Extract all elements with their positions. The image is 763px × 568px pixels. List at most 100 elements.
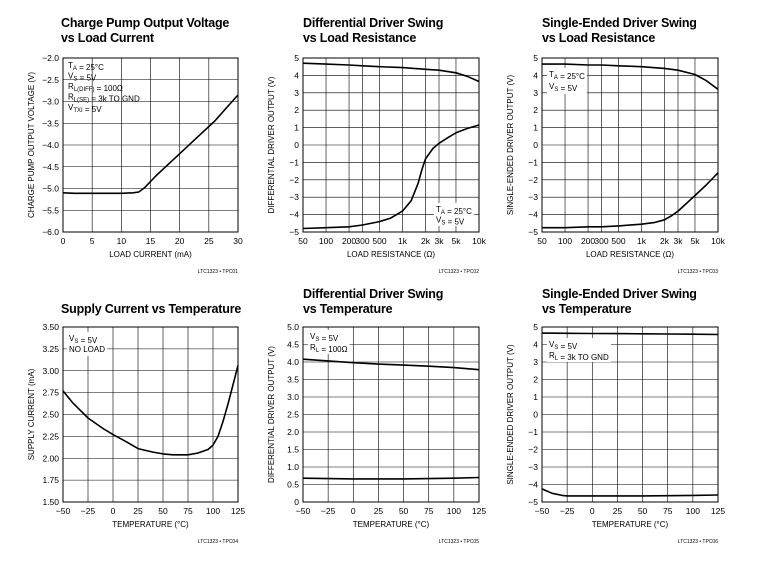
y-tick-label: 4.0 bbox=[287, 357, 299, 367]
annotation-background bbox=[434, 203, 475, 226]
annotation-subscript: A bbox=[441, 210, 445, 216]
y-tick-label: −4 bbox=[528, 210, 538, 220]
annotation-subscript: L bbox=[316, 348, 320, 354]
series-line-2 bbox=[542, 172, 719, 229]
chart-title-line-2: vs Temperature bbox=[303, 302, 393, 316]
x-tick-label: 50 bbox=[638, 506, 648, 516]
x-tick-label: 50 bbox=[158, 506, 168, 516]
series-line-1 bbox=[302, 358, 480, 371]
x-tick-label: 5k bbox=[451, 236, 461, 246]
y-tick-label: −5.5 bbox=[42, 205, 59, 215]
chart-1: 0 5 10 15 20 25 30 −2.0 −2.5 −3.0 −3.5 −4.0 −4.5 −5.0… bbox=[27, 53, 243, 275]
y-tick-label: −2 bbox=[289, 175, 299, 185]
y-tick-label: 1 bbox=[533, 123, 538, 133]
annotation-block: TA = 25°CVS = 5V bbox=[547, 68, 588, 94]
x-tick-label: 125 bbox=[472, 506, 486, 516]
series-line-2 bbox=[302, 124, 480, 230]
y-tick-label: 3.00 bbox=[42, 366, 59, 376]
x-tick-label: −50 bbox=[296, 506, 311, 516]
x-tick-label: 100 bbox=[206, 506, 220, 516]
x-tick-label: 125 bbox=[711, 506, 725, 516]
x-tick-label: 10k bbox=[472, 236, 486, 246]
x-axis-label: LOAD RESISTANCE (Ω) bbox=[347, 250, 435, 259]
chart-title-line-2: vs Load Current bbox=[61, 31, 154, 45]
annotation-text: V bbox=[549, 82, 555, 91]
annotation-subscript: L(SE) bbox=[74, 98, 89, 104]
y-tick-label: −1 bbox=[528, 427, 538, 437]
x-axis-label: LOAD CURRENT (mA) bbox=[109, 250, 192, 259]
x-tick-label: 30 bbox=[233, 236, 243, 246]
y-tick-label: −3 bbox=[528, 462, 538, 472]
y-tick-label: 3.0 bbox=[287, 392, 299, 402]
annotation-line: NO LOAD bbox=[69, 345, 105, 354]
y-tick-label: 3.5 bbox=[287, 375, 299, 385]
x-tick-label: −25 bbox=[81, 506, 96, 516]
annotation-subscript: S bbox=[554, 87, 558, 93]
x-tick-label: 500 bbox=[611, 236, 625, 246]
annotation-text: NO LOAD bbox=[69, 345, 105, 354]
series-line-2 bbox=[541, 488, 719, 497]
annotation-text: V bbox=[69, 334, 75, 343]
annotation-background bbox=[308, 330, 350, 354]
annotation-line: RL(SE) = 3k TO GND bbox=[68, 93, 140, 104]
y-tick-label: 5 bbox=[533, 53, 538, 63]
y-tick-label: 3.25 bbox=[42, 344, 59, 354]
annotation-line: TA = 25°C bbox=[68, 61, 104, 72]
annotation-subscript: S bbox=[441, 221, 445, 227]
y-tick-label: 2.0 bbox=[287, 427, 299, 437]
annotation-line: TA = 25°C bbox=[436, 205, 472, 216]
x-tick-label: 0 bbox=[61, 236, 66, 246]
chart-title-line-1: Supply Current vs Temperature bbox=[61, 302, 242, 316]
x-tick-label: 50 bbox=[399, 506, 409, 516]
y-tick-label: −4.0 bbox=[42, 140, 59, 150]
x-tick-label: 100 bbox=[686, 506, 700, 516]
y-axis-label: DIFFERENTIAL DRIVER OUTPUT (V) bbox=[267, 346, 276, 483]
annotation-text: = 5V bbox=[319, 334, 339, 343]
annotation-line: VS = 5V bbox=[68, 72, 97, 83]
x-tick-label: 5k bbox=[690, 236, 700, 246]
x-axis-label: TEMPERATURE (°C) bbox=[112, 520, 189, 529]
annotation-text: R bbox=[310, 343, 316, 352]
figure-code: LTC1323 • TPC04 bbox=[198, 539, 238, 545]
annotation-line: VS = 5V bbox=[549, 340, 578, 351]
annotation-subscript: A bbox=[554, 75, 558, 81]
annotation-text: R bbox=[68, 82, 74, 91]
y-tick-label: 2.5 bbox=[287, 410, 299, 420]
y-tick-label: 0.5 bbox=[287, 480, 299, 490]
y-tick-label: 3.50 bbox=[42, 322, 59, 332]
x-axis-label: TEMPERATURE (°C) bbox=[592, 520, 669, 529]
y-tick-label: 1.0 bbox=[287, 462, 299, 472]
annotation-text: = 100Ω bbox=[319, 345, 347, 354]
series-line-1 bbox=[62, 94, 239, 195]
y-axis-label: DIFFERENTIAL DRIVER OUTPUT (V) bbox=[267, 76, 276, 213]
annotation-line: VS = 5V bbox=[310, 332, 339, 343]
x-tick-label: 75 bbox=[424, 506, 434, 516]
x-tick-label: 25 bbox=[133, 506, 143, 516]
annotation-line: TA = 25°C bbox=[549, 70, 585, 81]
y-tick-label: −4 bbox=[289, 210, 299, 220]
chart-title: Differential Driver Swing vs Load Resista… bbox=[303, 16, 443, 46]
annotation-text: T bbox=[549, 70, 554, 79]
x-tick-label: 300 bbox=[594, 236, 608, 246]
annotation-background bbox=[67, 332, 108, 356]
x-tick-label: 3k bbox=[435, 236, 445, 246]
annotation-text: V bbox=[68, 103, 74, 112]
y-axis-label: CHARGE PUMP OUTPUT VOLTAGE (V) bbox=[27, 72, 36, 218]
annotation-subscript: L(DIFF) bbox=[74, 87, 95, 93]
y-tick-label: 2 bbox=[533, 105, 538, 115]
chart-title-line-2: vs Temperature bbox=[542, 302, 632, 316]
annotation-block: TA = 25°CVS = 5V bbox=[434, 203, 475, 227]
y-tick-label: −2.5 bbox=[42, 75, 59, 85]
x-tick-label: 25 bbox=[374, 506, 384, 516]
chart-6: −50 −25 0 25 50 75 100 125 5 4 3 2 1 0 −1 −2 −3 −4 −5 TEMPE… bbox=[506, 322, 725, 545]
x-tick-label: −50 bbox=[56, 506, 71, 516]
x-tick-label: 1k bbox=[398, 236, 408, 246]
x-tick-label: 15 bbox=[146, 236, 156, 246]
x-tick-label: 2k bbox=[421, 236, 431, 246]
x-tick-label: 0 bbox=[351, 506, 356, 516]
annotation-text: = 25°C bbox=[77, 63, 104, 72]
y-tick-label: 0 bbox=[294, 497, 299, 507]
x-tick-label: 75 bbox=[183, 506, 193, 516]
chart-title-line-2: vs Load Resistance bbox=[303, 31, 417, 45]
